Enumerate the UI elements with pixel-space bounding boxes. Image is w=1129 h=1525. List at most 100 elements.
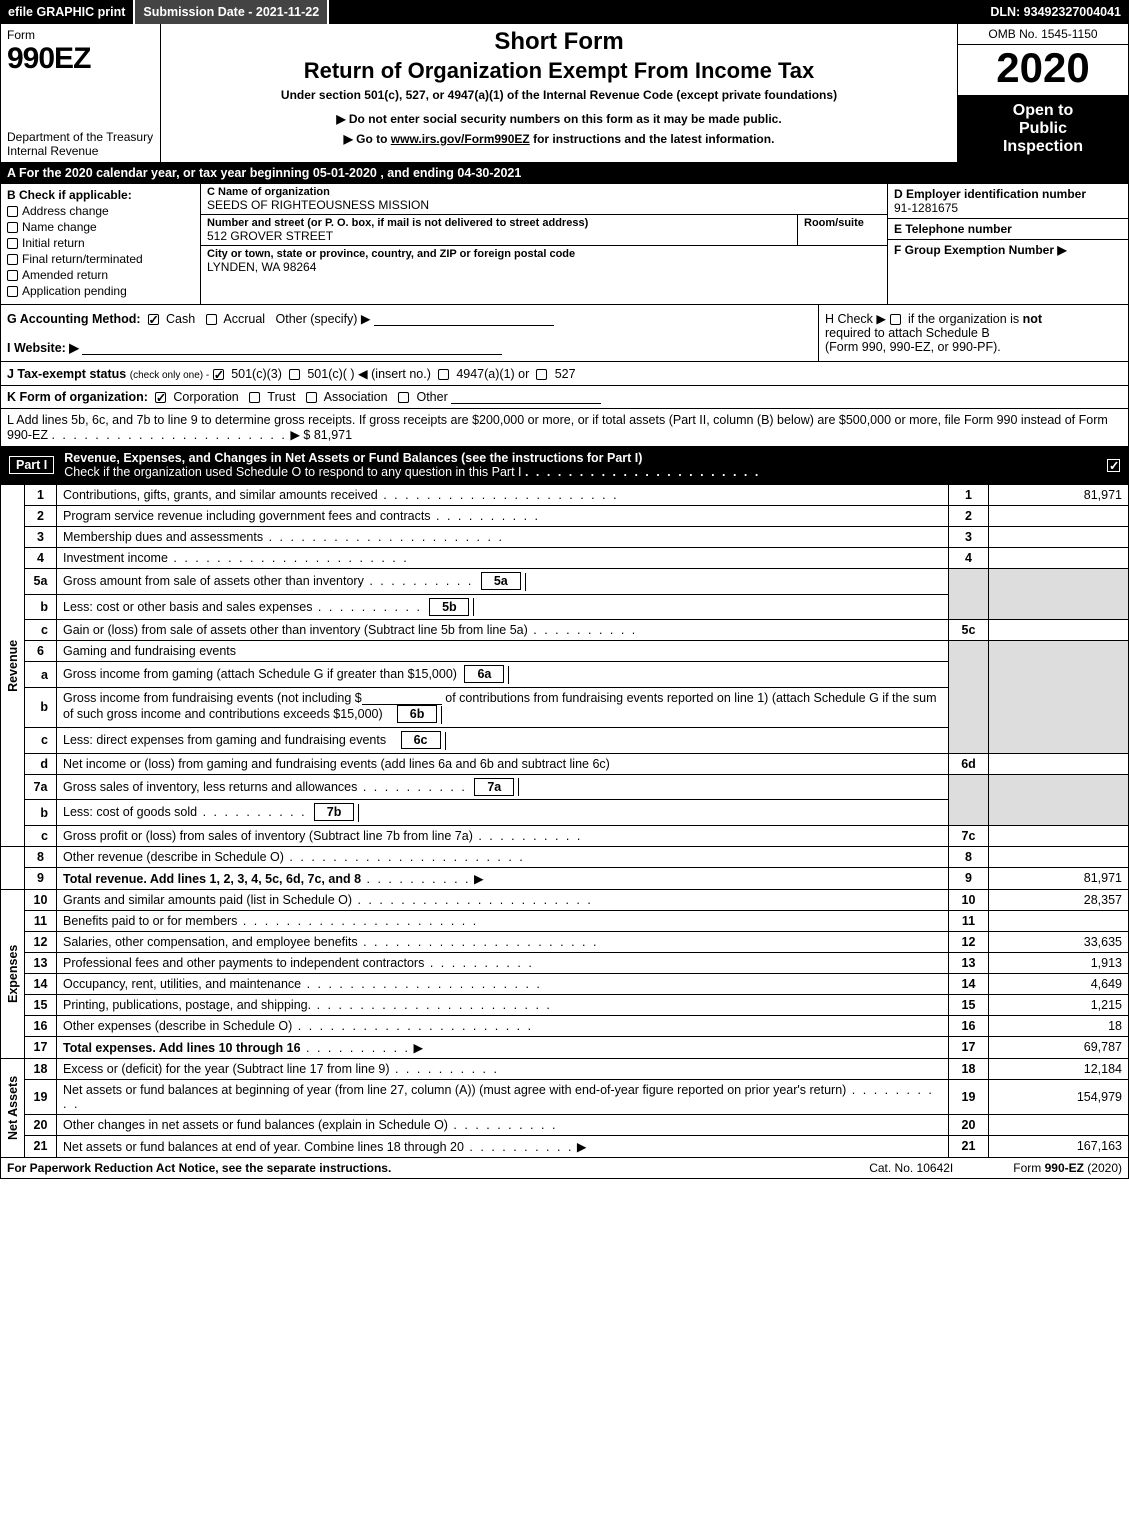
table-row: Expenses 10Grants and similar amounts pa… xyxy=(1,889,1129,910)
table-row: 19Net assets or fund balances at beginni… xyxy=(1,1079,1129,1114)
table-row: Net Assets 18Excess or (deficit) for the… xyxy=(1,1058,1129,1079)
amt-15: 1,215 xyxy=(989,994,1129,1015)
header-col-form: Form 990EZ Department of the Treasury In… xyxy=(1,24,161,162)
short-form-title: Short Form xyxy=(167,28,951,56)
table-row: 8Other revenue (describe in Schedule O)8 xyxy=(1,846,1129,867)
amt-1: 81,971 xyxy=(989,485,1129,506)
section-c: C Name of organization SEEDS OF RIGHTEOU… xyxy=(201,184,888,304)
section-b: B Check if applicable: Address change Na… xyxy=(1,184,201,304)
tax-year: 2020 xyxy=(958,45,1128,96)
part-1-header: Part I Revenue, Expenses, and Changes in… xyxy=(0,447,1129,484)
e-phone-label: E Telephone number xyxy=(894,222,1122,236)
table-row: 16Other expenses (describe in Schedule O… xyxy=(1,1015,1129,1036)
f-group-label: F Group Exemption Number ▶ xyxy=(894,243,1122,257)
part-1-table: Revenue 1 Contributions, gifts, grants, … xyxy=(0,484,1129,1158)
department-label: Department of the Treasury Internal Reve… xyxy=(7,130,154,158)
chk-trust[interactable] xyxy=(249,392,260,403)
l-amount: ▶ $ 81,971 xyxy=(290,428,352,442)
chk-initial-return[interactable] xyxy=(7,238,18,249)
top-bar: efile GRAPHIC print Submission Date - 20… xyxy=(0,0,1129,24)
h-check: H Check ▶ if the organization is not req… xyxy=(818,305,1128,361)
amt-12: 33,635 xyxy=(989,931,1129,952)
g-h-row: G Accounting Method: Cash Accrual Other … xyxy=(0,305,1129,362)
return-title: Return of Organization Exempt From Incom… xyxy=(167,58,951,84)
table-row: 7aGross sales of inventory, less returns… xyxy=(1,774,1129,800)
k-row: K Form of organization: Corporation Trus… xyxy=(0,386,1129,409)
line-a-tax-year: A For the 2020 calendar year, or tax yea… xyxy=(0,163,1129,184)
table-row: Revenue 1 Contributions, gifts, grants, … xyxy=(1,485,1129,506)
table-row: 6Gaming and fundraising events xyxy=(1,641,1129,662)
info-block: B Check if applicable: Address change Na… xyxy=(0,184,1129,305)
j-row: J Tax-exempt status (check only one) - 5… xyxy=(0,362,1129,386)
amt-10: 28,357 xyxy=(989,889,1129,910)
table-row: 13Professional fees and other payments t… xyxy=(1,952,1129,973)
chk-501c3[interactable] xyxy=(213,369,224,380)
chk-501c[interactable] xyxy=(289,369,300,380)
section-d: D Employer identification number 91-1281… xyxy=(888,184,1128,304)
chk-h[interactable] xyxy=(890,314,901,325)
table-row: 9Total revenue. Add lines 1, 2, 3, 4, 5c… xyxy=(1,867,1129,889)
chk-accrual[interactable] xyxy=(206,314,217,325)
amt-19: 154,979 xyxy=(989,1079,1129,1114)
chk-amended-return[interactable] xyxy=(7,270,18,281)
amt-14: 4,649 xyxy=(989,973,1129,994)
open-to-public: Open to Public Inspection xyxy=(958,96,1128,162)
ein-value: 91-1281675 xyxy=(894,201,1122,215)
chk-4947[interactable] xyxy=(438,369,449,380)
expenses-label: Expenses xyxy=(1,889,25,1058)
chk-schedule-o[interactable] xyxy=(1107,459,1120,472)
chk-application-pending[interactable] xyxy=(7,286,18,297)
g-accounting: G Accounting Method: Cash Accrual Other … xyxy=(1,305,818,361)
amt-17: 69,787 xyxy=(989,1036,1129,1058)
table-row: 14Occupancy, rent, utilities, and mainte… xyxy=(1,973,1129,994)
part-1-title: Revenue, Expenses, and Changes in Net As… xyxy=(64,451,642,465)
table-row: dNet income or (loss) from gaming and fu… xyxy=(1,753,1129,774)
header-col-title: Short Form Return of Organization Exempt… xyxy=(161,24,958,162)
chk-final-return[interactable] xyxy=(7,254,18,265)
street-address: 512 GROVER STREET xyxy=(207,229,791,243)
form-ref: Form 990-EZ (2020) xyxy=(1013,1161,1122,1175)
efile-print-label[interactable]: efile GRAPHIC print xyxy=(0,0,135,24)
amt-21: 167,163 xyxy=(989,1135,1129,1157)
revenue-label: Revenue xyxy=(1,485,25,847)
irs-link[interactable]: www.irs.gov/Form990EZ xyxy=(391,132,530,146)
addr-label: Number and street (or P. O. box, if mail… xyxy=(207,217,791,229)
table-row: 17Total expenses. Add lines 10 through 1… xyxy=(1,1036,1129,1058)
table-row: 21Net assets or fund balances at end of … xyxy=(1,1135,1129,1157)
chk-association[interactable] xyxy=(306,392,317,403)
chk-other-org[interactable] xyxy=(398,392,409,403)
table-row: 4Investment income4 xyxy=(1,548,1129,569)
table-row: 3Membership dues and assessments3 xyxy=(1,527,1129,548)
omb-number: OMB No. 1545-1150 xyxy=(958,24,1128,45)
d-ein-label: D Employer identification number xyxy=(894,187,1122,201)
amt-18: 12,184 xyxy=(989,1058,1129,1079)
chk-527[interactable] xyxy=(536,369,547,380)
city-label: City or town, state or province, country… xyxy=(207,248,881,260)
chk-cash[interactable] xyxy=(148,314,159,325)
c-name-label: C Name of organization xyxy=(207,186,881,198)
goto-text: ▶ Go to www.irs.gov/Form990EZ for instru… xyxy=(167,132,951,146)
amt-9: 81,971 xyxy=(989,867,1129,889)
room-suite: Room/suite xyxy=(797,215,887,245)
chk-name-change[interactable] xyxy=(7,222,18,233)
form-header: Form 990EZ Department of the Treasury In… xyxy=(0,24,1129,163)
city-state-zip: LYNDEN, WA 98264 xyxy=(207,260,881,274)
table-row: 12Salaries, other compensation, and empl… xyxy=(1,931,1129,952)
i-website-label: I Website: ▶ xyxy=(7,341,79,355)
amt-13: 1,913 xyxy=(989,952,1129,973)
amt-16: 18 xyxy=(989,1015,1129,1036)
table-row: cGain or (loss) from sale of assets othe… xyxy=(1,620,1129,641)
header-col-right: OMB No. 1545-1150 2020 Open to Public In… xyxy=(958,24,1128,162)
chk-corporation[interactable] xyxy=(155,392,166,403)
table-row: 20Other changes in net assets or fund ba… xyxy=(1,1114,1129,1135)
footer: For Paperwork Reduction Act Notice, see … xyxy=(0,1158,1129,1179)
form-number: 990EZ xyxy=(7,42,154,76)
chk-address-change[interactable] xyxy=(7,206,18,217)
table-row: 11Benefits paid to or for members11 xyxy=(1,910,1129,931)
l-row: L Add lines 5b, 6c, and 7b to line 9 to … xyxy=(0,409,1129,447)
submission-date-label: Submission Date - 2021-11-22 xyxy=(135,0,329,24)
part-1-subtitle: Check if the organization used Schedule … xyxy=(64,465,521,479)
table-row: cGross profit or (loss) from sales of in… xyxy=(1,825,1129,846)
catalog-number: Cat. No. 10642I xyxy=(869,1161,953,1175)
table-row: 5aGross amount from sale of assets other… xyxy=(1,569,1129,595)
